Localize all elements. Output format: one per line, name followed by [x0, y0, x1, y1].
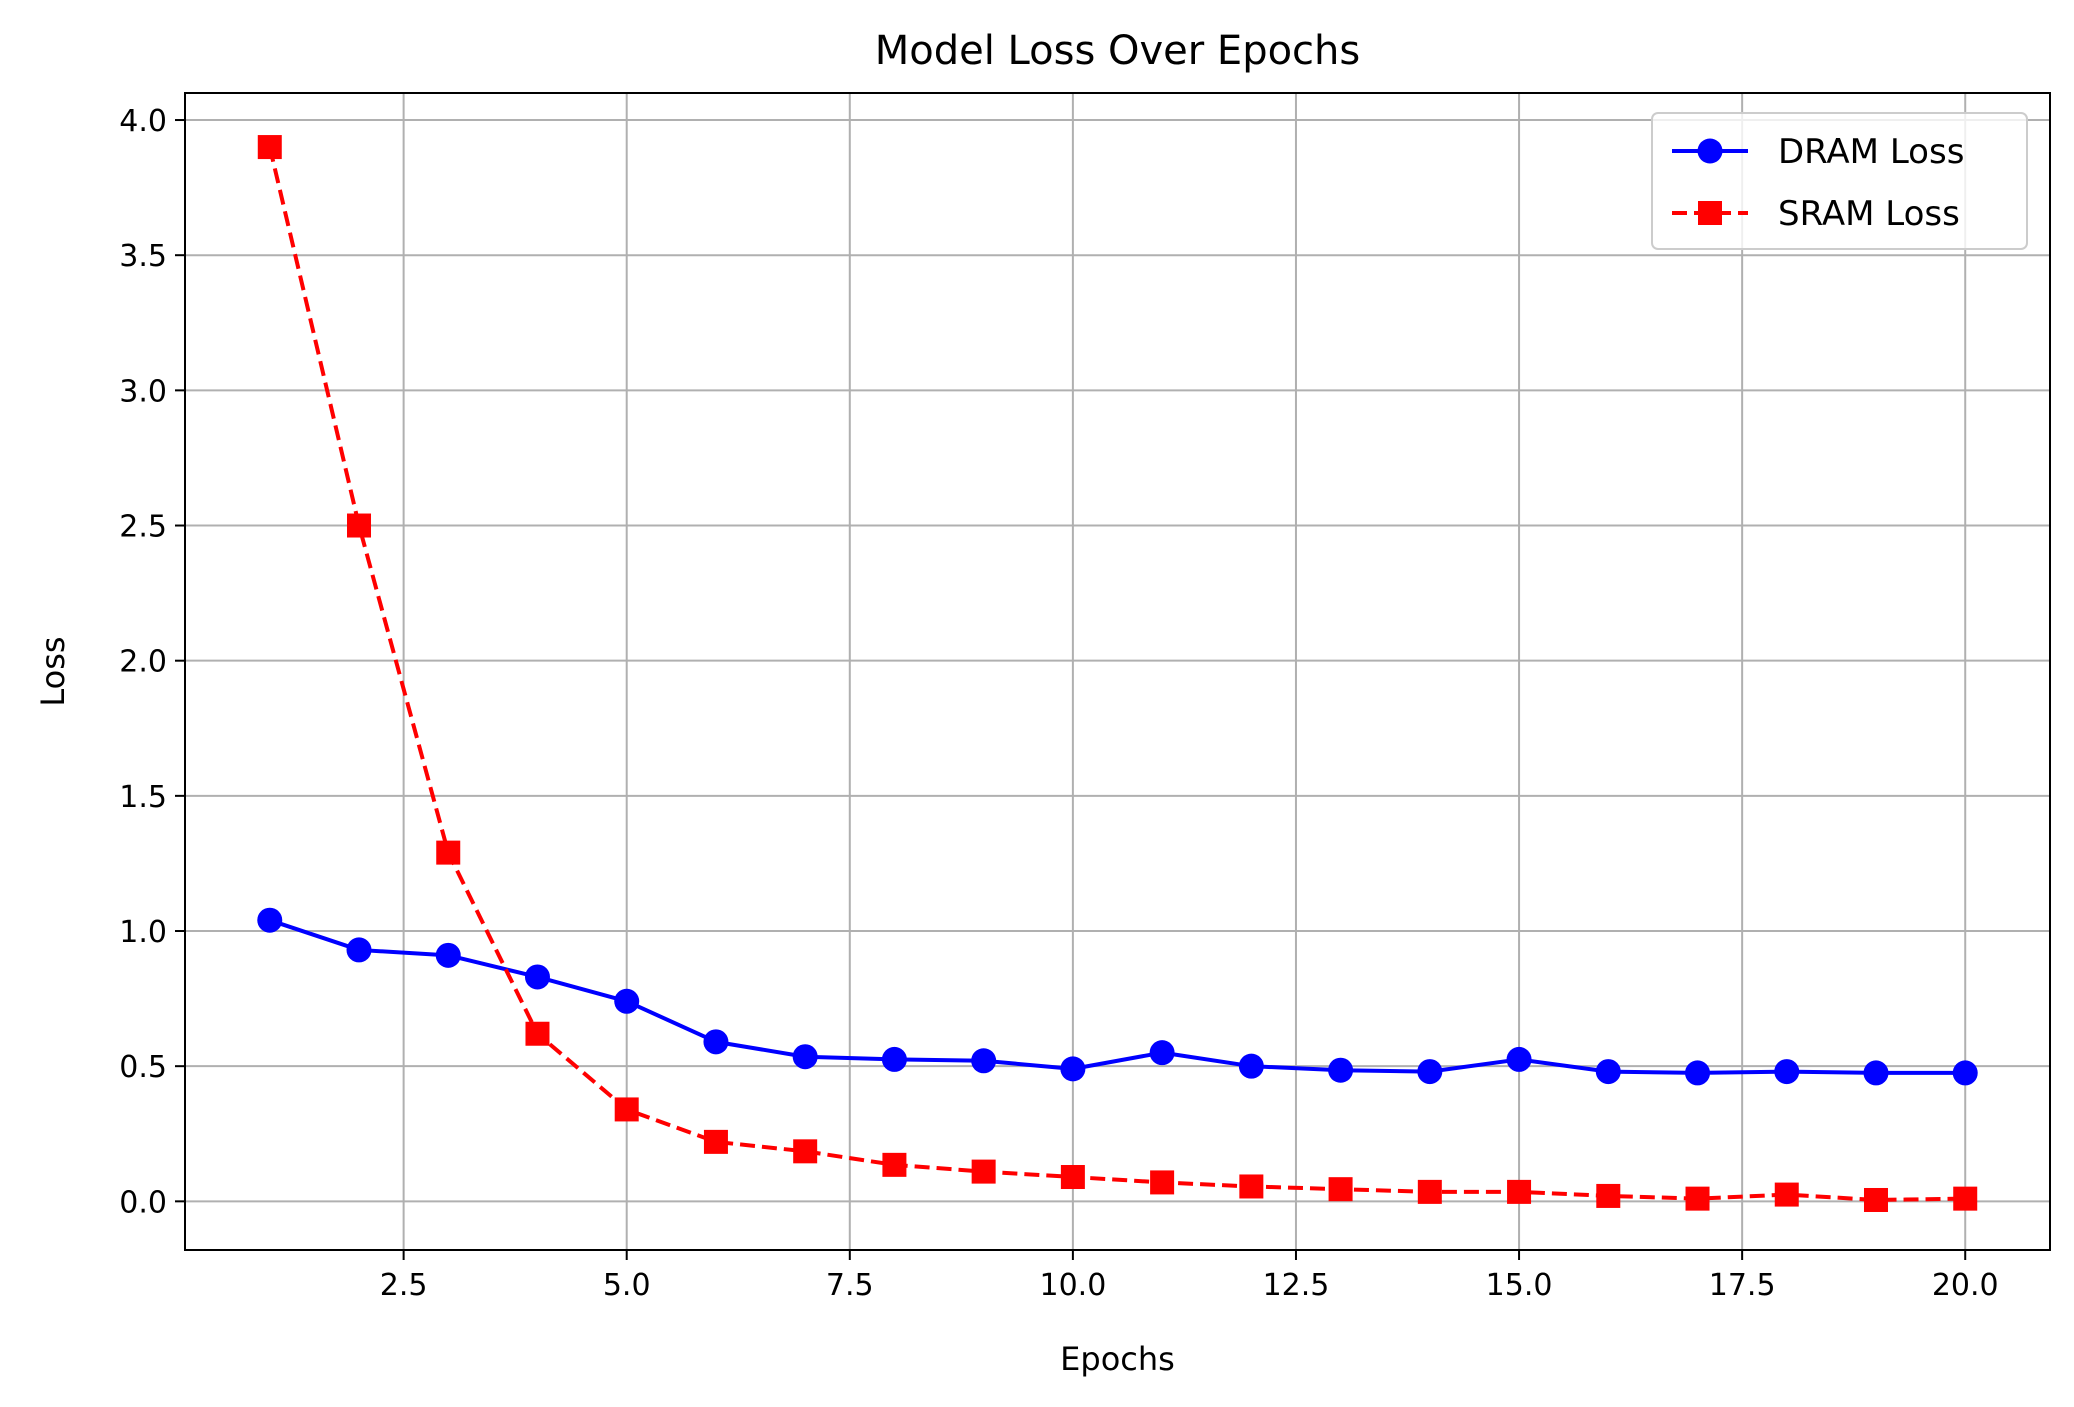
grid — [185, 93, 2050, 1250]
series-area — [257, 135, 1978, 1212]
x-tick-label: 5.0 — [603, 1268, 651, 1303]
sram-loss-point — [1953, 1186, 1978, 1211]
x-tick-label: 12.5 — [1263, 1268, 1330, 1303]
dram-loss-point — [1863, 1060, 1889, 1086]
dram-loss-point — [703, 1029, 729, 1055]
sram-loss-legend-label: SRAM Loss — [1778, 194, 1960, 234]
dram-loss-point — [524, 964, 550, 990]
dram-loss-line — [269, 918, 1966, 1075]
dram-loss-point — [1149, 1040, 1175, 1066]
dram-loss-point — [1238, 1053, 1264, 1079]
y-axis-title: Loss — [34, 636, 72, 706]
dram-loss-point — [881, 1046, 907, 1072]
sram-loss-point — [1060, 1165, 1085, 1190]
dram-loss-point — [1328, 1057, 1354, 1083]
x-tick-label: 20.0 — [1932, 1268, 1999, 1303]
sram-loss-point — [703, 1129, 728, 1154]
dram-loss-point — [1417, 1059, 1443, 1085]
y-tick-label: 4.0 — [119, 104, 167, 139]
sram-loss-point — [614, 1097, 639, 1122]
x-tick-label: 7.5 — [826, 1268, 874, 1303]
sram-loss-point — [1417, 1179, 1442, 1204]
sram-loss-point — [971, 1159, 996, 1184]
dram-loss-point — [346, 937, 372, 963]
sram-loss-point — [882, 1152, 907, 1177]
y-tick-label: 3.0 — [119, 374, 167, 409]
dram-loss-point — [435, 942, 461, 968]
dram-loss-legend-label: DRAM Loss — [1778, 132, 1964, 172]
dram-loss-point — [1595, 1059, 1621, 1085]
dram-loss-legend-marker — [1697, 138, 1723, 164]
x-tick-label: 2.5 — [380, 1268, 428, 1303]
dram-loss-point — [257, 907, 283, 933]
dram-loss-point — [1060, 1056, 1086, 1082]
y-tick-label: 1.5 — [119, 780, 167, 815]
sram-loss-point — [1685, 1186, 1710, 1211]
chart-title: Model Loss Over Epochs — [875, 28, 1361, 74]
y-tick-label: 0.0 — [119, 1185, 167, 1220]
sram-loss-point — [1328, 1177, 1353, 1202]
x-tick-label: 15.0 — [1486, 1268, 1553, 1303]
dram-loss-point — [1774, 1059, 1800, 1085]
dram-loss-point — [1952, 1060, 1978, 1086]
sram-loss-point — [793, 1139, 818, 1164]
sram-loss-point — [436, 840, 461, 865]
dram-loss-point — [1506, 1046, 1532, 1072]
y-tick-label: 1.0 — [119, 915, 167, 950]
sram-loss-point — [1150, 1170, 1175, 1195]
y-axis-ticks: 0.0 0.5 1.0 1.5 2.0 2.5 3.0 3.5 4.0 — [119, 104, 185, 1220]
dram-loss-point — [792, 1044, 818, 1070]
sram-loss-point — [347, 513, 372, 538]
x-tick-label: 17.5 — [1709, 1268, 1776, 1303]
y-tick-label: 2.0 — [119, 645, 167, 680]
sram-loss-point — [1774, 1182, 1799, 1207]
sram-loss-point — [1507, 1179, 1532, 1204]
dram-loss-point — [1685, 1060, 1711, 1086]
y-tick-label: 0.5 — [119, 1050, 167, 1085]
dram-loss-point — [971, 1048, 997, 1074]
x-axis-title: Epochs — [1060, 1340, 1175, 1378]
sram-loss-point — [525, 1021, 550, 1046]
legend: DRAM Loss SRAM Loss — [1651, 112, 2028, 250]
dram-loss-point — [614, 988, 640, 1014]
y-tick-label: 3.5 — [119, 239, 167, 274]
sram-loss-legend-marker — [1698, 201, 1722, 225]
sram-loss-point — [257, 135, 282, 160]
x-tick-label: 10.0 — [1039, 1268, 1106, 1303]
sram-loss-point — [1239, 1174, 1264, 1199]
x-axis-ticks: 2.5 5.0 7.5 10.0 12.5 15.0 17.5 20.0 — [380, 1250, 1999, 1303]
sram-loss-point — [1596, 1183, 1621, 1208]
y-tick-label: 2.5 — [119, 510, 167, 545]
plot-frame — [184, 92, 2051, 1251]
sram-loss-point — [1863, 1187, 1888, 1212]
sram-loss-line — [267, 146, 1966, 1202]
